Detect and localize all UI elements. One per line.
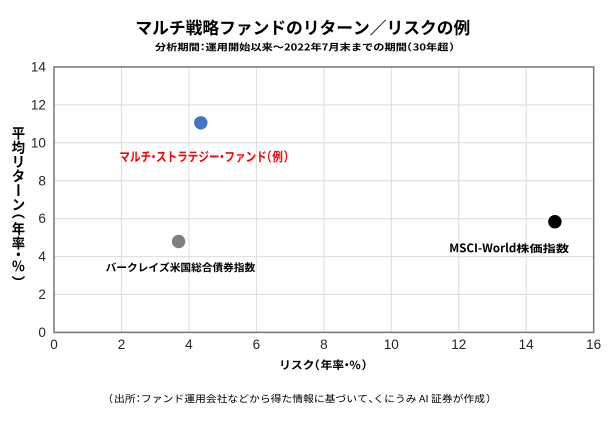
svg-text:6: 6 xyxy=(38,211,46,226)
svg-text:6: 6 xyxy=(253,337,261,352)
svg-text:14: 14 xyxy=(31,60,47,75)
svg-text:14: 14 xyxy=(519,337,535,352)
svg-text:10: 10 xyxy=(31,135,46,150)
svg-text:8: 8 xyxy=(38,173,46,188)
svg-text:0: 0 xyxy=(50,337,58,352)
svg-text:0: 0 xyxy=(38,325,46,340)
svg-text:12: 12 xyxy=(451,337,466,352)
svg-text:8: 8 xyxy=(320,337,328,352)
svg-text:12: 12 xyxy=(31,98,46,113)
svg-text:4: 4 xyxy=(38,249,46,264)
svg-text:16: 16 xyxy=(586,337,601,352)
svg-text:2: 2 xyxy=(118,337,126,352)
svg-text:2: 2 xyxy=(38,287,46,302)
svg-text:10: 10 xyxy=(384,337,399,352)
svg-text:4: 4 xyxy=(185,337,193,352)
